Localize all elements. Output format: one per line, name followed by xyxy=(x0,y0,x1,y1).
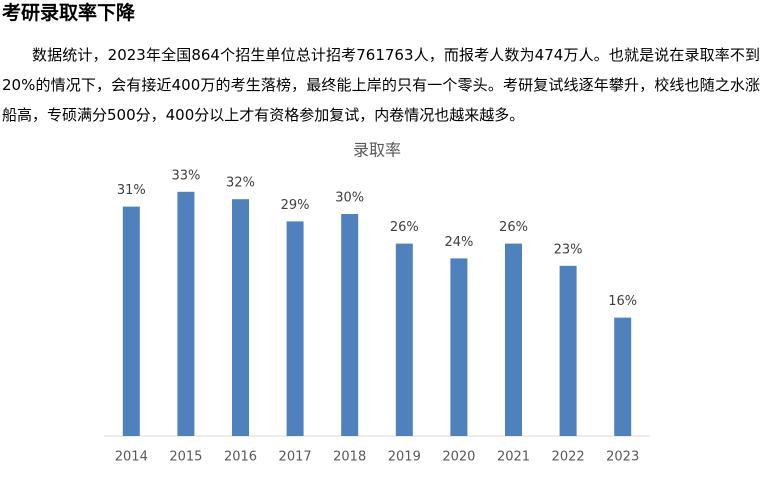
data-label: 32% xyxy=(226,176,255,191)
x-tick-label: 2023 xyxy=(606,450,639,465)
x-tick-label: 2017 xyxy=(279,450,312,465)
x-tick-label: 2014 xyxy=(115,450,148,465)
bar xyxy=(505,243,522,436)
x-tick-label: 2019 xyxy=(388,450,421,465)
bar xyxy=(614,317,632,436)
data-label: 26% xyxy=(390,220,419,235)
heading: 考研录取率下降 xyxy=(2,2,136,24)
x-tick-label: 2022 xyxy=(552,450,585,465)
data-label: 23% xyxy=(554,242,583,257)
x-tick-label: 2021 xyxy=(497,450,530,465)
x-tick-label: 2016 xyxy=(224,450,257,465)
data-label: 30% xyxy=(335,191,364,206)
bar xyxy=(177,191,195,436)
paragraph: 数据统计，2023年全国864个招生单位总计招考761763人，而报考人数为47… xyxy=(2,46,760,124)
bar xyxy=(122,206,140,436)
x-tick-label: 2018 xyxy=(333,450,366,465)
x-tick-label: 2020 xyxy=(442,450,475,465)
bar xyxy=(559,265,577,436)
chart-title: 录取率 xyxy=(353,141,401,160)
data-label: 31% xyxy=(117,183,146,198)
data-label: 24% xyxy=(444,235,473,250)
data-label: 33% xyxy=(171,168,200,183)
data-label: 26% xyxy=(499,220,528,235)
bar xyxy=(341,214,359,436)
x-tick-label: 2015 xyxy=(169,450,202,465)
bar xyxy=(395,243,413,436)
data-label: 29% xyxy=(281,198,310,213)
data-label: 16% xyxy=(608,294,637,309)
bar xyxy=(232,199,249,436)
bar xyxy=(450,258,468,436)
bar xyxy=(286,221,304,436)
